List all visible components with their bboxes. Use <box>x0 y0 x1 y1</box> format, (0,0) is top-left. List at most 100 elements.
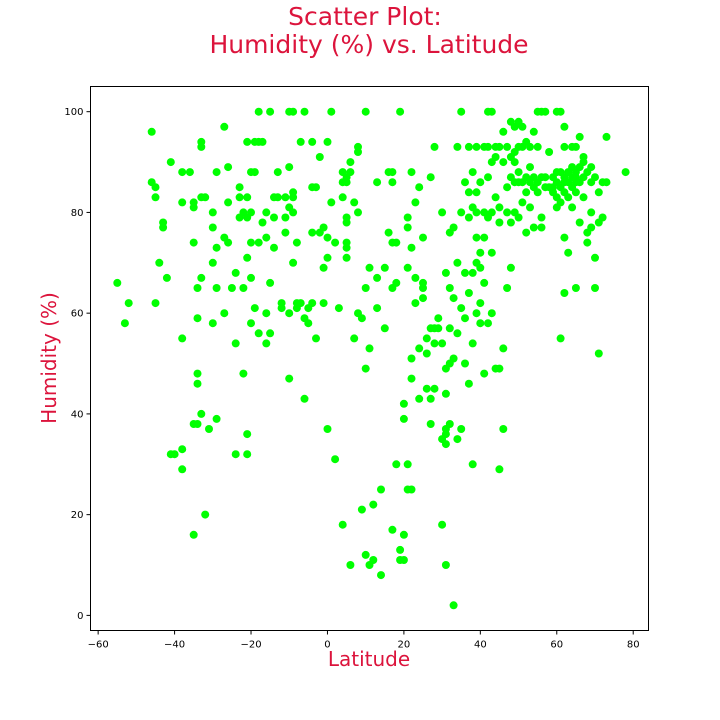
y-tick-label: 100 <box>64 107 83 118</box>
data-point <box>273 168 282 177</box>
data-point <box>373 304 382 313</box>
data-point <box>178 334 187 343</box>
data-point <box>323 425 332 433</box>
data-point <box>476 319 485 328</box>
data-point <box>231 268 240 277</box>
data-point <box>262 233 271 242</box>
data-point <box>571 284 580 292</box>
data-point <box>430 384 439 393</box>
data-point <box>357 505 366 514</box>
data-point <box>281 213 290 222</box>
data-point <box>285 163 294 172</box>
data-point <box>407 354 416 363</box>
data-point <box>201 193 210 202</box>
data-point <box>357 314 366 323</box>
data-point <box>598 213 607 222</box>
data-point <box>247 238 255 247</box>
data-point <box>220 309 229 318</box>
data-point <box>289 258 298 267</box>
data-point <box>254 329 263 338</box>
data-point <box>441 389 450 398</box>
data-point <box>441 430 450 439</box>
data-point <box>285 374 294 383</box>
data-point <box>377 571 385 580</box>
data-point <box>537 223 546 232</box>
data-point <box>545 148 554 156</box>
data-point <box>289 107 298 116</box>
data-point <box>503 142 512 151</box>
data-point <box>334 304 343 313</box>
data-point <box>350 334 359 343</box>
data-point <box>495 218 504 227</box>
data-point <box>292 238 301 247</box>
data-point <box>243 450 252 459</box>
data-point <box>621 168 630 177</box>
y-tick-label: 20 <box>71 510 84 521</box>
data-point <box>464 379 473 388</box>
data-point <box>227 284 236 292</box>
y-tick-label: 80 <box>71 208 84 219</box>
data-point <box>449 223 458 232</box>
data-point <box>419 284 427 292</box>
data-point <box>319 299 328 308</box>
data-point <box>476 178 485 187</box>
data-point <box>461 268 469 277</box>
data-point <box>323 137 332 146</box>
data-point <box>506 218 515 227</box>
data-point <box>461 178 469 187</box>
data-point <box>441 268 450 277</box>
data-point <box>541 107 550 116</box>
data-point <box>434 314 443 323</box>
data-point <box>430 339 439 348</box>
x-tick-label: 0 <box>324 640 330 651</box>
data-point <box>354 208 362 217</box>
data-point <box>571 188 580 197</box>
data-point <box>529 127 538 136</box>
data-point <box>308 137 317 146</box>
x-tick-label: 40 <box>474 640 487 651</box>
chart-title-line-2: Humidity (%) vs. Latitude <box>209 30 528 59</box>
data-point <box>453 329 462 338</box>
data-point <box>178 445 187 454</box>
data-point <box>453 142 462 151</box>
data-point <box>319 223 328 232</box>
data-point <box>392 460 401 469</box>
data-point <box>484 142 492 151</box>
data-point <box>503 183 512 192</box>
data-point <box>426 394 435 403</box>
data-point <box>537 213 546 222</box>
data-point <box>388 178 397 187</box>
data-point <box>602 178 611 187</box>
data-point <box>457 107 466 116</box>
data-point <box>480 278 489 287</box>
data-point <box>197 273 206 282</box>
data-point <box>262 309 271 318</box>
data-point <box>529 223 538 232</box>
data-point <box>178 198 187 207</box>
data-point <box>212 168 221 177</box>
data-point <box>457 425 466 433</box>
data-point <box>151 193 160 202</box>
data-point <box>243 430 252 439</box>
data-point <box>495 203 504 212</box>
data-point <box>468 339 477 348</box>
data-point <box>560 289 569 297</box>
data-point <box>208 319 217 328</box>
data-point <box>285 309 294 318</box>
data-point <box>392 238 401 247</box>
data-point <box>575 218 584 227</box>
data-point <box>522 228 531 237</box>
data-point <box>464 213 473 222</box>
data-point <box>422 334 431 343</box>
data-point <box>212 284 221 292</box>
data-point <box>564 193 573 202</box>
data-point <box>556 107 565 116</box>
data-point <box>419 233 427 242</box>
data-point <box>342 178 351 187</box>
y-tick-label: 0 <box>77 611 83 622</box>
data-point <box>533 142 542 151</box>
data-point <box>365 344 374 353</box>
data-point <box>208 258 217 267</box>
data-point <box>510 158 519 167</box>
data-point <box>338 193 347 202</box>
